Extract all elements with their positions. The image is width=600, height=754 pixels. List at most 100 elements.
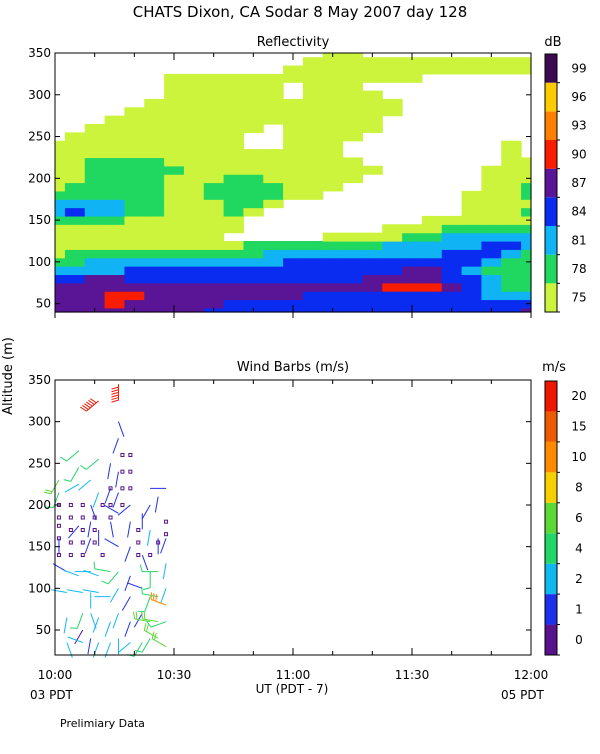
heatmap-cell — [283, 132, 304, 142]
heatmap-cell — [302, 274, 324, 284]
wind-barb-staff — [117, 421, 125, 437]
heatmap-cell — [283, 157, 304, 167]
heatmap-cell — [263, 107, 284, 117]
heatmap-cell — [183, 165, 205, 175]
wind-barb-staff — [133, 613, 143, 628]
wind-barb-flag — [63, 479, 71, 482]
heatmap-cell — [461, 249, 483, 259]
heatmap-cell — [64, 207, 86, 217]
wind-barb — [150, 592, 167, 606]
heatmap-cell — [302, 291, 324, 301]
heatmap-cell — [302, 115, 324, 125]
x-tick-label: 12:00 — [514, 668, 549, 682]
heatmap-cell — [421, 282, 443, 292]
colorbar-label: 15 — [571, 420, 586, 434]
wind-barb — [63, 617, 68, 634]
heatmap-cell — [203, 257, 225, 267]
y-tick-label: 100 — [28, 581, 51, 595]
wind-barb-staff — [133, 642, 143, 657]
heatmap-cell — [164, 174, 185, 184]
heatmap-cell — [64, 132, 86, 142]
wind-barb — [117, 642, 131, 654]
heatmap-cell — [461, 190, 483, 200]
heatmap-cell — [461, 274, 483, 284]
colorbar-label: 75 — [571, 291, 586, 305]
wind-barb — [112, 492, 119, 508]
wind-barb-staff — [112, 492, 119, 508]
wind-axes: 50 100 150 200 250 300 350 10:00 10:30 11:00 11:30… — [28, 373, 548, 682]
calm-marker — [100, 553, 105, 557]
heatmap-cell — [382, 291, 403, 301]
heatmap-cell — [64, 174, 86, 184]
heatmap-cell — [521, 157, 532, 167]
heatmap-cell — [322, 82, 344, 92]
heatmap-cell — [223, 249, 245, 259]
heatmap-cell — [64, 232, 86, 242]
heatmap-cell — [382, 98, 403, 108]
heatmap-cell — [164, 98, 185, 108]
wind-barb-staff — [115, 471, 119, 488]
calm-marker — [68, 503, 73, 507]
calm-marker — [164, 532, 169, 537]
heatmap-cell — [64, 307, 86, 313]
heatmap-cell — [283, 266, 304, 276]
heatmap-cell — [55, 140, 66, 150]
wind-barb — [69, 613, 84, 629]
heatmap-cell — [183, 73, 205, 83]
calm-marker — [148, 553, 153, 557]
heatmap-cell — [164, 291, 185, 301]
colorbar-swatch — [545, 226, 557, 255]
y-tick-label: 50 — [36, 297, 51, 311]
wind-barb — [46, 492, 60, 509]
heatmap-cell — [203, 73, 225, 83]
wind-barb — [135, 638, 151, 653]
heatmap-cell — [164, 190, 185, 200]
heatmap-cell — [84, 274, 106, 284]
heatmap-cell — [521, 232, 532, 242]
calm-marker — [68, 528, 73, 532]
heatmap-cell — [283, 115, 304, 125]
heatmap-cell — [144, 291, 165, 301]
wind-barb-flag — [90, 398, 97, 404]
heatmap-cell — [84, 182, 106, 192]
calm-marker — [56, 553, 61, 557]
heatmap-cell — [302, 107, 324, 117]
wind-barb — [133, 611, 151, 623]
heatmap-cell — [104, 124, 126, 133]
calm-marker — [136, 553, 141, 557]
heatmap-cell — [501, 257, 522, 267]
heatmap-cell — [421, 65, 443, 75]
heatmap-cell — [84, 232, 106, 242]
heatmap-cell — [64, 140, 86, 150]
wind-barb-staff — [63, 617, 68, 634]
wind-barb-flag — [146, 620, 152, 628]
wind-barb — [80, 398, 99, 412]
wind-barb-staff — [66, 589, 83, 593]
heatmap-cell — [461, 224, 483, 234]
heatmap-cell — [84, 140, 106, 150]
heatmap-cell — [124, 207, 145, 217]
heatmap-cell — [124, 224, 145, 234]
heatmap-cell — [421, 232, 443, 242]
heatmap-cell — [421, 291, 443, 301]
wind-barb-flag — [80, 406, 87, 412]
heatmap-cell — [521, 199, 532, 209]
heatmap-cell — [342, 65, 364, 75]
heatmap-cell — [382, 240, 403, 250]
heatmap-cell — [402, 73, 423, 83]
wind-barb-flag — [139, 564, 143, 572]
heatmap-cell — [441, 274, 463, 284]
y-tick-label: 100 — [28, 255, 51, 269]
heatmap-cell — [283, 282, 304, 292]
wind-barb — [67, 636, 83, 643]
calm-marker — [164, 519, 169, 524]
heatmap-cell — [183, 274, 205, 284]
heatmap-cell — [501, 149, 522, 159]
heatmap-cell — [203, 190, 225, 200]
heatmap-cell — [501, 266, 522, 276]
heatmap-cell — [104, 232, 126, 242]
wind-barb-staff — [142, 593, 159, 598]
calm-marker — [92, 540, 97, 545]
heatmap-cell — [263, 90, 284, 100]
heatmap-cell — [441, 249, 463, 259]
